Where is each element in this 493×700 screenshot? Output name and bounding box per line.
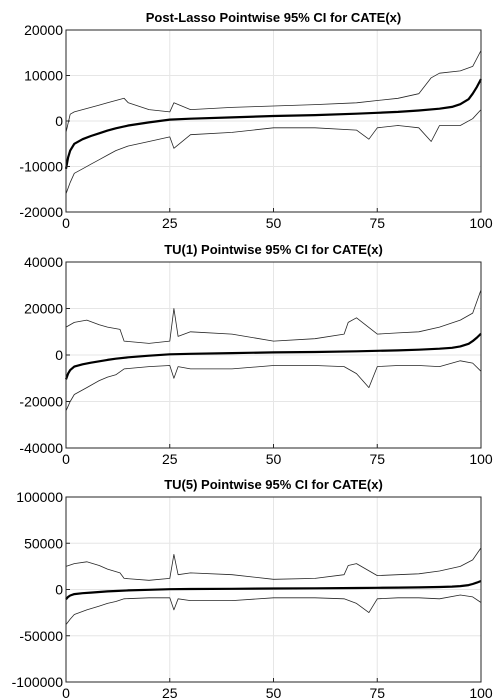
chart-panel-3: 0 25 50 75 100 100000 50000 0 -50000 -100000 TU(5)…: [12, 477, 493, 700]
x-tick-label: 25: [162, 685, 178, 700]
x-tick-label: 100: [469, 215, 493, 231]
x-tick-label: 50: [266, 215, 282, 231]
y-tick-label: -20000: [19, 204, 63, 220]
y-tick-label: 10000: [24, 68, 63, 84]
x-tick-label: 0: [62, 685, 70, 700]
y-tick-label: 0: [55, 113, 63, 129]
x-tick-label: 75: [369, 685, 385, 700]
series-lower-bound: [65, 594, 482, 625]
chart-panel-1: 0 25 50 75 100 20000 10000 0 -10000 -20000 Post-La…: [19, 10, 492, 231]
y-tick-label: 40000: [24, 254, 63, 270]
y-tick-label: -50000: [19, 628, 63, 644]
x-tick-label: 75: [369, 215, 385, 231]
y-tick-label: -100000: [12, 674, 64, 690]
x-tick-label: 0: [62, 451, 70, 467]
x-tick-label: 50: [266, 685, 282, 700]
y-tick-label: 0: [55, 347, 63, 363]
chart-title: TU(1) Pointwise 95% CI for CATE(x): [164, 242, 383, 257]
y-tick-label: 100000: [16, 489, 63, 505]
x-tick-label: 100: [469, 451, 493, 467]
y-tick-label: 20000: [24, 301, 63, 317]
y-tick-label: -40000: [19, 440, 63, 456]
y-tick-label: 50000: [24, 535, 63, 551]
x-tick-label: 100: [469, 685, 493, 700]
series-estimate: [65, 579, 482, 600]
chart-title: TU(5) Pointwise 95% CI for CATE(x): [164, 477, 383, 492]
series-lower-bound: [65, 360, 482, 411]
y-tick-label: -20000: [19, 394, 63, 410]
series-upper-bound: [65, 50, 482, 133]
chart-panel-2: 0 25 50 75 100 40000 20000 0 -20000 -40000 TU(1) P…: [19, 242, 492, 467]
x-tick-label: 75: [369, 451, 385, 467]
series-lower-bound: [65, 109, 482, 194]
x-tick-label: 50: [266, 451, 282, 467]
x-tick-label: 0: [62, 215, 70, 231]
series-estimate: [64, 78, 482, 169]
series-upper-bound: [65, 289, 482, 344]
x-tick-label: 25: [162, 451, 178, 467]
series-upper-bound: [65, 547, 482, 581]
y-tick-label: 20000: [24, 22, 63, 38]
chart-title: Post-Lasso Pointwise 95% CI for CATE(x): [146, 10, 401, 25]
y-tick-label: -10000: [19, 159, 63, 175]
y-tick-label: 0: [55, 582, 63, 598]
x-tick-label: 25: [162, 215, 178, 231]
series-estimate: [64, 332, 482, 380]
